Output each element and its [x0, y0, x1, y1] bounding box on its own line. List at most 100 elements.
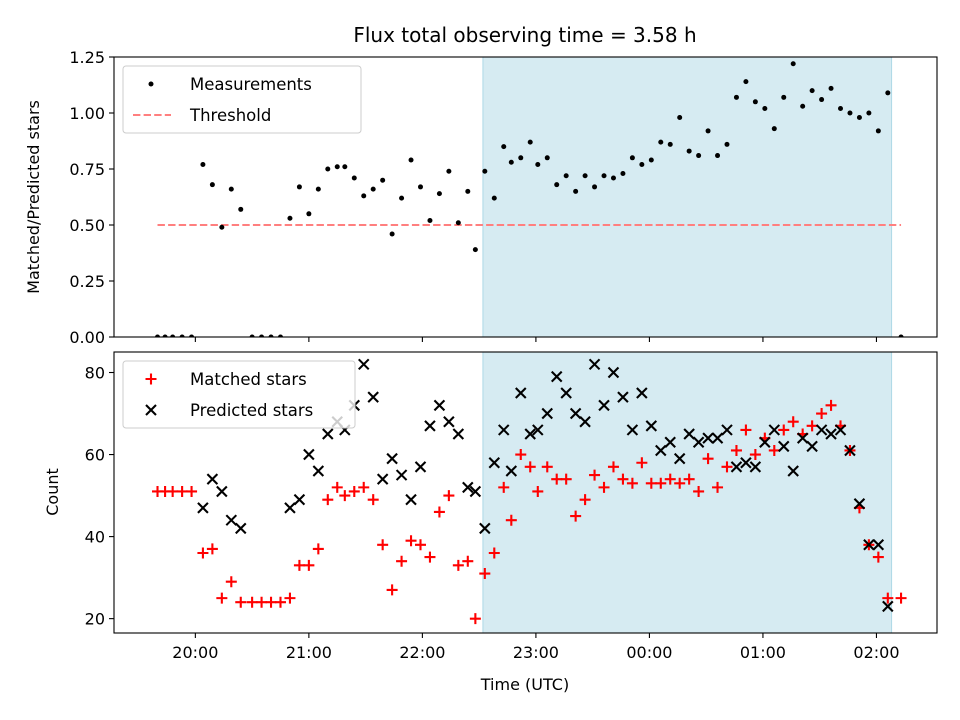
bottom-y-tick-label: 40 [85, 528, 105, 547]
top-y-tick-label: 0.75 [69, 160, 105, 179]
bottom-legend-box [122, 360, 356, 429]
measurement-point [287, 215, 293, 221]
predicted-star-point [532, 424, 544, 436]
matched-star-point [396, 555, 408, 567]
measurement-point [648, 157, 654, 163]
measurement-point [259, 334, 265, 337]
measurement-point [200, 162, 206, 168]
top-data [155, 61, 904, 337]
matched-star-point [560, 473, 572, 485]
measurement-point [601, 173, 607, 179]
x-tick-label: 21:00 [286, 643, 332, 662]
matched-star-point [532, 485, 544, 497]
measurement-point [209, 182, 215, 188]
measurement-point [705, 128, 711, 134]
predicted-star-point [235, 522, 247, 535]
bottom-y-tick-label: 80 [85, 364, 105, 383]
matched-star-point [274, 596, 286, 608]
predicted-star-point [607, 366, 620, 379]
matched-star-point [469, 613, 481, 625]
matched-star-point [598, 481, 610, 493]
predicted-star-point [815, 424, 828, 436]
matched-star-point [825, 399, 837, 411]
matched-star-point [505, 514, 517, 526]
measurement-point [809, 88, 815, 94]
matched-star-point [570, 510, 582, 522]
legend-matched-marker [145, 373, 157, 385]
legend-label: Matched stars [190, 370, 307, 389]
measurement-point [408, 157, 414, 163]
predicted-star-point [844, 444, 856, 457]
predicted-star-point [711, 432, 724, 444]
x-tick-label: 22:00 [399, 643, 445, 662]
matched-star-point [636, 457, 648, 469]
predicted-star-point [787, 465, 799, 477]
matched-star-point [730, 444, 742, 456]
measurement-point [866, 110, 872, 116]
bottom-y-axis-label: Count [43, 468, 62, 516]
matched-star-point [424, 551, 436, 563]
measurement-point [592, 184, 598, 190]
measurement-point [238, 206, 244, 212]
matched-star-point [541, 461, 553, 473]
measurement-point [658, 139, 664, 145]
top-y-tick-label: 1.00 [69, 104, 105, 123]
predicted-star-point [645, 420, 658, 432]
x-tick-label: 20:00 [172, 643, 218, 662]
matched-star-point [816, 408, 828, 420]
predicted-star-point [225, 514, 238, 526]
predicted-star-point [488, 457, 501, 469]
matched-star-point [312, 543, 324, 555]
measurement-point [828, 85, 834, 91]
predicted-star-point [702, 432, 714, 444]
legend-measurement-marker [148, 81, 154, 87]
top-panel: 0.00 0.25 0.50 0.75 1.00 1.25 Measurements Thre… [69, 48, 938, 347]
matched-star-point [348, 485, 360, 497]
top-axes-frame [113, 56, 938, 338]
predicted-star-point [730, 461, 743, 473]
predicted-star-point [768, 424, 781, 436]
predicted-star-point [433, 399, 446, 412]
measurement-point [179, 334, 185, 337]
matched-star-point [186, 485, 198, 497]
measurement-point [370, 186, 376, 192]
measurement-point [170, 334, 176, 337]
measurement-point [351, 175, 357, 181]
predicted-star-point [524, 428, 536, 440]
predicted-star-point [452, 428, 465, 440]
predicted-star-point [636, 387, 648, 399]
measurement-point [582, 173, 588, 179]
matched-star-point [882, 592, 894, 604]
predicted-star-point [617, 391, 629, 403]
bottom-axes-frame [113, 351, 938, 634]
measurement-point [268, 334, 274, 337]
predicted-star-point [386, 452, 398, 465]
matched-star-point [515, 449, 527, 461]
bottom-panel: 20 40 60 80 20:00 21:00 22:00 23:00 00:00 01:00 02… [85, 351, 938, 662]
matched-star-point [322, 494, 334, 506]
measurement-point [838, 106, 844, 112]
legend-label: Predicted stars [190, 401, 313, 420]
predicted-star-point [778, 440, 790, 453]
matched-star-point [702, 453, 714, 465]
matched-star-point [740, 424, 752, 436]
measurement-point [399, 195, 405, 201]
measurement-point [518, 155, 524, 161]
measurement-point [465, 188, 471, 194]
top-y-tick-label: 0.00 [69, 328, 105, 347]
measurement-point [535, 162, 541, 168]
matched-star-point [176, 485, 188, 497]
measurement-point [715, 153, 721, 159]
matched-star-point [693, 485, 705, 497]
chart-title: Flux total observing time = 3.58 h [353, 23, 696, 47]
measurement-point [620, 170, 626, 176]
predicted-star-point [443, 415, 455, 428]
matched-star-point [488, 547, 500, 559]
matched-star-point [225, 576, 237, 588]
matched-star-point [712, 481, 724, 493]
matched-star-point [443, 490, 455, 502]
predicted-star-point [357, 358, 370, 371]
measurement-point [228, 186, 234, 192]
measurement-point [639, 162, 645, 168]
measurement-point [162, 334, 168, 337]
